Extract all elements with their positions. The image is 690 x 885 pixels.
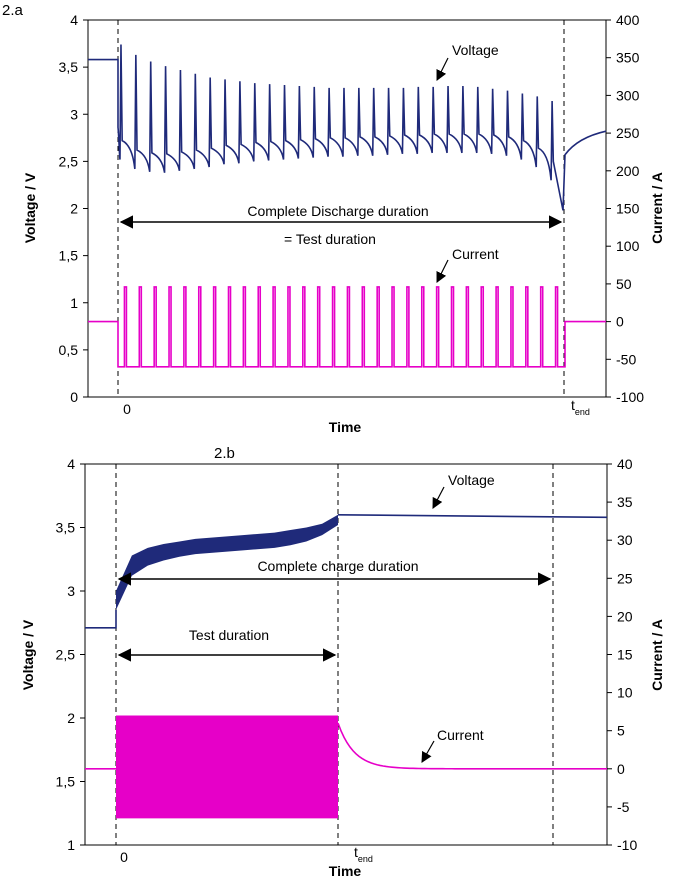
- right-axis-ticks-b: -10 -5 0 5 10 15 20 25 30 35 40: [607, 456, 637, 853]
- current-trace-a: [88, 286, 606, 368]
- right-axis-b-tick-label: 0: [617, 761, 625, 777]
- x-tick-start-b: 0: [120, 849, 128, 865]
- right-axis-a-tick-label: 150: [616, 201, 640, 217]
- left-axis-b-tick-label: 3: [67, 583, 75, 599]
- right-axis-a-tick-label: 0: [616, 314, 624, 330]
- right-axis-b-tick-label: 30: [617, 532, 633, 548]
- discharge-span-label-line2: = Test duration: [284, 231, 376, 247]
- x-tick-start-a: 0: [123, 401, 131, 417]
- panel-label-a: 2.a: [2, 2, 24, 19]
- voltage-trace-a: [88, 44, 607, 211]
- right-axis-b-tick-label: -10: [617, 837, 637, 853]
- left-axis-a-tick-label: 0: [70, 389, 78, 405]
- right-axis-b-tick-label: 40: [617, 456, 633, 472]
- voltage-callout-arrow-a: [436, 57, 449, 81]
- right-axis-b-tick-label: 5: [617, 723, 625, 739]
- series-current-b: [85, 715, 607, 819]
- left-axis-ticks-a: 0 0,5 1 1,5 2 2,5 3 3,5 4: [59, 12, 88, 405]
- right-axis-b-tick-label: -5: [617, 799, 630, 815]
- right-axis-a-tick-label: 50: [616, 276, 632, 292]
- y-axis-label-left-b: Voltage / V: [20, 619, 36, 690]
- current-trace-b: [85, 722, 607, 770]
- right-axis-a-tick-label: 250: [616, 125, 640, 141]
- voltage-callout-arrow-b: [432, 486, 445, 509]
- left-axis-a-tick-label: 2,5: [59, 153, 79, 169]
- current-label-a: Current: [452, 246, 499, 262]
- right-axis-a-tick-label: 100: [616, 238, 640, 254]
- voltage-label-a: Voltage: [452, 42, 499, 58]
- left-axis-a-tick-label: 2: [70, 201, 78, 217]
- left-axis-b-tick-label: 3,5: [56, 520, 76, 536]
- left-axis-a-tick-label: 4: [70, 12, 78, 28]
- right-axis-a-tick-label: -100: [616, 389, 644, 405]
- left-axis-ticks-b: 1 1,5 2 2,5 3 3,5 4: [56, 456, 85, 853]
- current-callout-arrow-a: [436, 259, 449, 283]
- current-callout-arrow-b: [421, 740, 435, 763]
- left-axis-a-tick-label: 1,5: [59, 248, 79, 264]
- right-axis-a-tick-label: 300: [616, 87, 640, 103]
- y-axis-label-left-a: Voltage / V: [22, 172, 38, 243]
- voltage-band-b: [116, 514, 338, 611]
- right-axis-a-tick-label: 350: [616, 50, 640, 66]
- left-axis-b-tick-label: 1: [67, 837, 75, 853]
- charge-span-label: Complete charge duration: [257, 558, 418, 574]
- right-axis-ticks-a: -100 -50 0 50 100 150 200 250 300 350 400: [606, 12, 644, 405]
- right-axis-a-tick-label: -50: [616, 351, 636, 367]
- voltage-label-b: Voltage: [448, 472, 495, 488]
- voltage-trace-b: [85, 514, 608, 629]
- left-axis-a-tick-label: 3: [70, 106, 78, 122]
- series-current-a: [88, 286, 606, 368]
- y-axis-label-right-b: Current / A: [649, 619, 665, 691]
- chart-panel-a: 2.a 0 0,5 1 1,5 2 2,5 3 3,5 4 -100 -50 0 50 100 150 20…: [2, 2, 665, 435]
- left-axis-b-tick-label: 4: [67, 456, 75, 472]
- panel-label-b: 2.b: [214, 445, 235, 462]
- x-tick-end-a: tend: [571, 397, 590, 417]
- chart-panel-b: 2.b 11,522,533,54 -10-50510152025303540 …: [20, 445, 665, 879]
- left-axis-b-tick-label: 1,5: [56, 774, 76, 790]
- test-span-label: Test duration: [189, 627, 269, 643]
- right-axis-b-tick-label: 15: [617, 647, 633, 663]
- left-axis-a-tick-label: 3,5: [59, 59, 79, 75]
- right-axis-b-tick-label: 35: [617, 494, 633, 510]
- x-tick-end-b: tend: [354, 844, 373, 864]
- current-label-b: Current: [437, 727, 484, 743]
- y-axis-label-right-a: Current / A: [649, 172, 665, 244]
- x-axis-label-a: Time: [329, 419, 362, 435]
- left-axis-b-tick-label: 2,5: [56, 647, 76, 663]
- series-voltage-b: [85, 514, 608, 629]
- current-band-b: [116, 715, 338, 819]
- right-axis-b-tick-label: 20: [617, 608, 633, 624]
- x-axis-label-b: Time: [329, 863, 362, 879]
- discharge-span-label-line1: Complete Discharge duration: [247, 203, 428, 219]
- right-axis-a-tick-label: 400: [616, 12, 640, 28]
- right-axis-a-tick-label: 200: [616, 163, 640, 179]
- right-axis-b-tick-label: 25: [617, 570, 633, 586]
- left-axis-a-tick-label: 0,5: [59, 342, 79, 358]
- left-axis-a-tick-label: 1: [70, 295, 78, 311]
- right-axis-b-tick-label: 10: [617, 685, 633, 701]
- series-voltage-a: [88, 44, 607, 211]
- left-axis-b-tick-label: 2: [67, 710, 75, 726]
